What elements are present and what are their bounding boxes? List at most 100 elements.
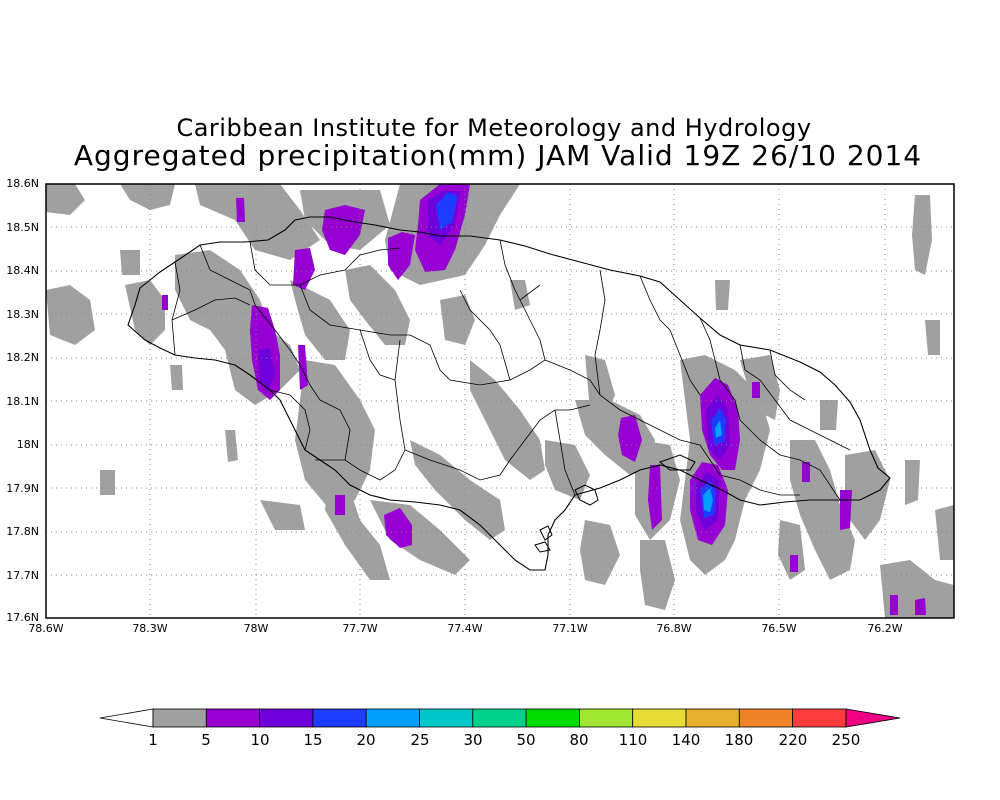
precip-area: [890, 595, 898, 615]
precip-area: [470, 360, 545, 480]
colorbar-segment: [792, 708, 847, 728]
precip-area: [436, 192, 458, 230]
precip-area: [170, 365, 183, 390]
parish-boundary: [299, 284, 410, 336]
precip-area: [298, 345, 308, 390]
precip-gray-areas: [46, 184, 954, 618]
colorbar-label: 110: [618, 731, 648, 749]
parish-boundary: [344, 247, 401, 271]
colorbar-segment: [525, 708, 580, 728]
parish-boundary: [544, 359, 621, 411]
parish-boundary: [315, 339, 406, 481]
colorbar-label: 220: [778, 731, 808, 749]
colorbar-label: 10: [250, 731, 270, 749]
lat-label-18.0: 18N: [16, 438, 39, 451]
lat-label-18.5: 18.5N: [6, 221, 39, 234]
precip-area: [845, 450, 890, 540]
parish-boundary: [254, 304, 321, 401]
precip-area: [295, 360, 375, 510]
parish-boundary: [171, 297, 251, 321]
parish-boundary: [319, 399, 351, 461]
lat-label-18.2: 18.2N: [6, 351, 39, 364]
precip-area: [162, 295, 168, 310]
precip-lightblue-areas: [703, 420, 722, 512]
parish-boundary: [554, 409, 576, 496]
colorbar: [99, 708, 901, 728]
parish-boundary: [499, 239, 521, 301]
chart-title-line2: Aggregated precipitation(mm) JAM Valid 1…: [73, 139, 923, 172]
precip-area: [925, 320, 940, 355]
lon-label-78.3W: 78.3W: [132, 622, 168, 635]
colorbar-segment: [259, 708, 314, 728]
precip-area: [258, 348, 275, 392]
precip-area: [125, 280, 165, 345]
colorbar-label: 25: [410, 731, 430, 749]
parish-boundaries: [171, 239, 851, 501]
colorbar-segment: [472, 708, 527, 728]
lon-label-78.6W: 78.6W: [28, 622, 64, 635]
parish-boundary: [699, 444, 800, 496]
jamaica-coastline: [127, 216, 891, 571]
parish-boundary: [269, 389, 311, 451]
precip-area: [618, 415, 642, 462]
lat-label-17.9: 17.9N: [6, 482, 39, 495]
lon-label-77.7W: 77.7W: [342, 622, 378, 635]
parish-boundary: [594, 269, 606, 396]
precip-area: [46, 184, 85, 215]
parish-boundary: [359, 329, 396, 381]
parish-boundary: [739, 344, 851, 451]
colorbar-label: 1: [148, 731, 158, 749]
precip-area: [345, 265, 410, 345]
precip-area: [440, 295, 475, 345]
harbour-outline: [574, 484, 599, 506]
colorbar-segment: [205, 708, 261, 728]
parish-boundary: [509, 404, 591, 461]
harbour-details: [534, 454, 696, 553]
precip-area: [225, 430, 238, 462]
precip-area: [880, 560, 954, 618]
precip-area: [120, 184, 175, 210]
colorbar-label: 140: [671, 731, 701, 749]
chart-title-line1: Caribbean Institute for Meteorology and …: [176, 114, 812, 142]
precip-area: [335, 495, 345, 515]
colorbar-label: 50: [516, 731, 536, 749]
precip-area: [580, 520, 620, 585]
lon-label-76.2W: 76.2W: [867, 622, 903, 635]
lat-label-18.6: 18.6N: [6, 177, 39, 190]
lat-label-17.7: 17.7N: [6, 569, 39, 582]
precip-area: [752, 382, 760, 398]
precip-area: [545, 440, 590, 500]
lon-label-77.1W: 77.1W: [552, 622, 588, 635]
colorbar-label: 30: [463, 731, 483, 749]
parish-boundary: [171, 261, 181, 356]
parish-boundary: [619, 409, 701, 446]
colorbar-segment: [685, 708, 740, 728]
lon-label-76.5W: 76.5W: [761, 622, 797, 635]
precip-area: [290, 280, 350, 360]
colorbar-segment: [365, 708, 420, 728]
precip-area: [790, 555, 798, 572]
colorbar-segment: [632, 708, 687, 728]
precip-area: [384, 508, 412, 548]
precip-area: [100, 470, 115, 495]
colorbar-label: 20: [356, 731, 376, 749]
precip-area: [46, 285, 95, 345]
precip-area: [293, 248, 315, 290]
precip-area: [802, 462, 810, 482]
precip-area: [410, 440, 505, 540]
parish-boundary: [249, 241, 346, 286]
colorbar-segment: [419, 708, 474, 728]
precip-area: [510, 280, 530, 310]
precip-area: [778, 520, 805, 580]
lon-label-78W: 78W: [243, 622, 269, 635]
parish-boundary: [739, 419, 841, 501]
parish-boundary: [404, 449, 511, 481]
colorbar-segment: [312, 708, 367, 728]
precip-area: [195, 184, 320, 260]
precip-area: [935, 505, 954, 560]
precip-area: [648, 465, 662, 530]
parish-boundary: [639, 275, 701, 396]
precip-area: [715, 420, 722, 438]
harbour-outline: [658, 454, 696, 471]
